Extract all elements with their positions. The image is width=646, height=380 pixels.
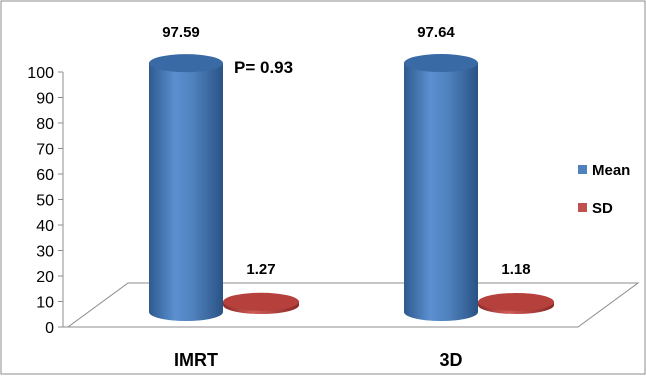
value-labels: 97.59 1.27 97.64 1.18 [162,24,530,278]
bars [149,54,554,321]
x-tick-label: 3D [439,350,462,370]
legend-swatch-sd [578,203,587,212]
data-label: 97.59 [162,24,200,41]
y-tick-label: 80 [36,116,54,133]
data-label: 1.27 [246,261,275,278]
mean-bar-3d [404,54,478,321]
y-tick-label: 20 [36,269,54,286]
y-tick-label: 0 [45,320,54,337]
y-tick-label: 10 [36,295,54,312]
annotations: P= 0.93 [234,58,293,77]
y-tick-label: 50 [36,193,54,210]
y-tick-label: 100 [27,65,54,82]
bar-body [149,63,223,321]
x-axis-labels: IMRT 3D [174,350,463,370]
y-tick-label: 70 [36,142,54,159]
bar-top [223,292,299,311]
mean-bar-imrt [149,54,223,321]
sd-bar-imrt [223,292,299,314]
legend-swatch-mean [578,165,587,174]
y-axis: 0 10 20 30 40 50 60 70 80 90 100 [27,65,64,337]
x-tick-label: IMRT [174,350,218,370]
annotation-p-value: P= 0.93 [234,58,293,77]
data-label: 1.18 [501,261,530,278]
y-tick-label: 60 [36,167,54,184]
data-label: 97.64 [417,24,455,41]
legend: Mean SD [578,162,630,217]
legend-label-sd: SD [592,200,613,217]
y-tick-label: 30 [36,244,54,261]
bar-top [149,54,223,73]
legend-label-mean: Mean [592,162,630,179]
bar-top [478,292,554,311]
y-tick-label: 40 [36,218,54,235]
bar-body [404,63,478,321]
bar-top [404,54,478,73]
sd-bar-3d [478,292,554,314]
y-tick-label: 90 [36,91,54,108]
